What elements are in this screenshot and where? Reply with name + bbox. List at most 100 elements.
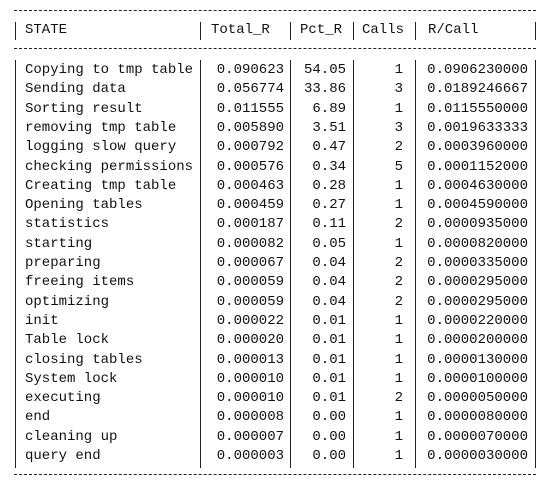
column-separator [535,22,536,40]
column-separator [535,60,536,468]
value-cell: 0.011555 [216,100,284,117]
state-cell: optimizing [25,293,110,310]
value-cell: 0.000010 [216,370,284,387]
column-separator [290,22,291,40]
value-cell: 0.01 [312,332,346,349]
value-cell: 0.0000030000 [427,448,528,464]
value-cell: 0.0000080000 [427,409,528,426]
state-cell: statistics [25,216,110,233]
value-cell: 1 [394,428,403,445]
value-cell: 0.000082 [216,235,284,252]
state-cell: Sorting result [25,100,143,117]
value-cell: 2 [394,274,403,291]
value-cell: 0.000020 [216,332,284,349]
value-cell: 3.51 [312,119,346,136]
value-cell: 0.00 [312,409,346,426]
state-cell: end [25,409,51,426]
value-cell: 0.000459 [216,197,284,214]
value-cell: 2 [394,390,403,407]
value-cell: 0.0000820000 [427,235,528,252]
value-cell: 0.11 [312,216,346,233]
state-cell: init [25,312,59,329]
header-cell: Pct_R [300,22,343,38]
value-cell: 2 [394,216,403,233]
value-cell: 0.000007 [216,428,284,445]
value-cell: 0.005890 [216,119,284,136]
value-cell: 0.04 [312,274,346,291]
state-cell: query end [25,448,101,464]
header-cell: Calls [362,22,405,38]
border-top [14,10,536,11]
column-separator [200,22,201,40]
value-cell: 1 [394,197,403,214]
value-cell: 33.86 [303,81,346,98]
header-cell: Total_R [211,22,270,38]
value-cell: 0.04 [312,255,346,271]
value-cell: 0.01 [312,351,346,368]
value-cell: 0.000008 [216,409,284,426]
border-bottom [14,474,536,475]
value-cell: 1 [394,332,403,349]
value-cell: 0.000003 [216,448,284,464]
state-cell: closing tables [25,351,143,368]
value-cell: 1 [394,235,403,252]
value-cell: 0.000010 [216,390,284,407]
value-cell: 0.0000130000 [427,351,528,368]
value-cell: 0.000059 [216,293,284,310]
value-cell: 0.04 [312,293,346,310]
header-cell: STATE [25,22,68,38]
value-cell: 0.000022 [216,312,284,329]
value-cell: 1 [394,312,403,329]
column-separator [200,60,201,468]
value-cell: 0.000013 [216,351,284,368]
value-cell: 0.0000335000 [427,255,528,271]
state-cell: Table lock [25,332,110,349]
state-cell: starting [25,235,93,252]
value-cell: 0.28 [312,177,346,194]
state-cell: logging slow query [25,139,177,156]
state-cell: Sending data [25,81,126,98]
state-cell: freeing items [25,274,135,291]
value-cell: 0.01 [312,390,346,407]
value-cell: 0.01 [312,370,346,387]
value-cell: 0.01 [312,312,346,329]
state-cell: preparing [25,255,101,271]
state-cell: Opening tables [25,197,143,214]
value-cell: 2 [394,255,403,271]
value-cell: 0.0019633333 [427,119,528,136]
value-cell: 0.000059 [216,274,284,291]
state-cell: cleaning up [25,428,118,445]
column-separator [415,60,416,468]
value-cell: 5 [394,158,403,175]
value-cell: 1 [394,351,403,368]
value-cell: 0.090623 [216,62,284,78]
value-cell: 0.0000070000 [427,428,528,445]
column-separator [415,22,416,40]
value-cell: 0.00 [312,428,346,445]
value-cell: 3 [394,81,403,98]
value-cell: 0.27 [312,197,346,214]
column-separator [290,60,291,468]
state-cell: executing [25,390,101,407]
value-cell: 0.0189246667 [427,81,528,98]
border-header [14,48,536,49]
value-cell: 1 [394,409,403,426]
value-cell: 0.000792 [216,139,284,156]
state-cell: removing tmp table [25,119,177,136]
value-cell: 54.05 [303,62,346,78]
column-separator [353,22,354,40]
column-separator [15,22,16,40]
value-cell: 0.0003960000 [427,139,528,156]
value-cell: 0.0000935000 [427,216,528,233]
value-cell: 0.0000295000 [427,293,528,310]
value-cell: 0.0000100000 [427,370,528,387]
column-separator [15,60,16,468]
value-cell: 0.0000295000 [427,274,528,291]
value-cell: 0.000067 [216,255,284,271]
value-cell: 1 [394,62,403,78]
value-cell: 0.056774 [216,81,284,98]
value-cell: 0.000463 [216,177,284,194]
header-cell: R/Call [428,22,479,38]
value-cell: 0.0115550000 [427,100,528,117]
